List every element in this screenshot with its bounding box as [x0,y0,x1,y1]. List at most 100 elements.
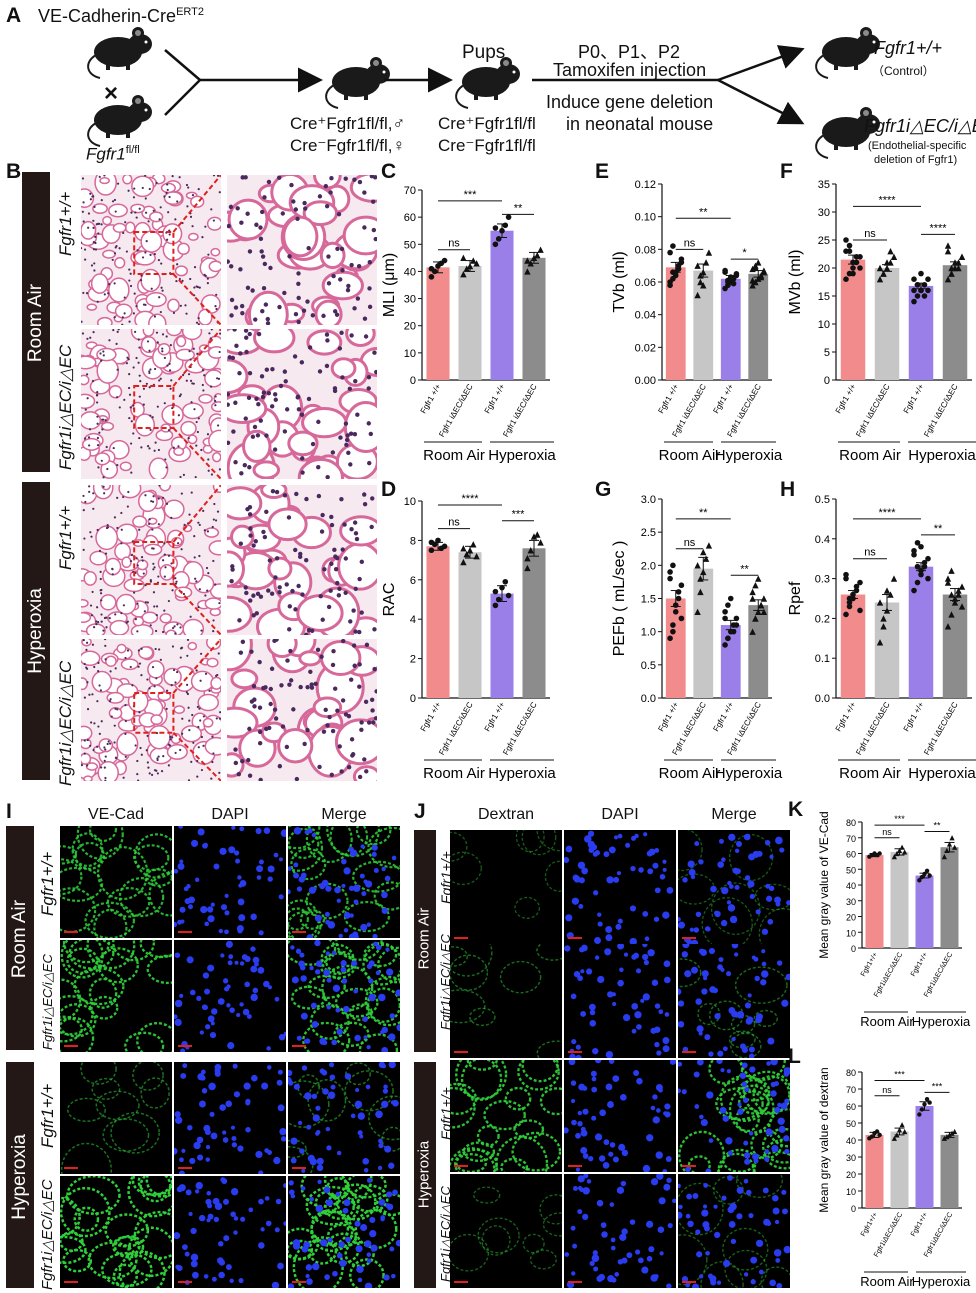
data-point [927,873,932,878]
data-point [944,1134,950,1140]
significance-label: **** [929,222,947,234]
fluorescence-image [60,940,172,1052]
panel-letter-g: G [595,478,612,501]
data-point [883,587,891,594]
category-label: Fgfr1 +/+ [419,700,443,733]
y-tick-label: 0.0 [815,693,830,705]
y-tick-label: 10 [818,319,830,331]
data-point [537,539,544,546]
data-point [722,608,728,615]
y-tick-label: 0.02 [635,342,656,354]
data-point [670,628,676,635]
data-point [700,269,707,276]
fluorescence-image [450,944,562,1058]
data-point [463,550,470,558]
data-point [694,291,701,299]
data-point [672,602,679,608]
mouse-line-2-text: Fgfr1 [86,144,126,164]
data-point [755,275,762,282]
data-point [876,599,884,606]
fluorescence-image [450,1174,562,1288]
panel-letter-d: D [381,478,397,501]
panel-letter-e: E [595,160,610,183]
bar [865,1134,884,1208]
injection-label: Tamoxifen injection [553,60,707,80]
pups-genotype-1: Cre⁺Fgfr1fl/fl [438,114,536,133]
data-point [694,262,701,269]
data-point [667,569,673,575]
data-point [921,559,928,566]
data-point [473,552,480,560]
data-point [749,595,756,602]
roomair-band-j-label: Room Air [415,907,433,970]
significance-label: *** [894,1070,905,1080]
category-label: Fgfr1 +/+ [834,700,858,733]
y-tick-label: 50 [846,1119,856,1129]
data-point [492,602,499,609]
y-tick-label: 0.10 [635,212,656,224]
data-point [894,850,900,857]
category-label: Fgfr1+/+ [860,1212,879,1238]
data-point [911,276,917,283]
data-point [760,595,768,602]
histology-image [226,328,378,480]
i-row-label-4: Fgfr1i△EC/i△EC [39,1179,56,1290]
data-point [667,635,673,642]
data-point [752,615,759,622]
group-label: Hyperoxia [488,765,556,782]
histology-image [80,328,222,480]
data-point [697,278,704,286]
data-point [883,259,891,266]
data-point [853,253,860,260]
data-point [948,591,955,598]
fluorescence-image [60,826,172,938]
bar [522,548,546,698]
i-row-label-1: Fgfr1+/+ [38,851,57,916]
fluorescence-image [288,1062,400,1174]
category-label: Fgfr1 +/+ [902,382,926,415]
data-point [883,607,891,614]
data-point [667,249,673,256]
y-tick-label: 0.06 [635,277,656,289]
data-point [850,270,856,277]
y-tick-label: 8 [410,535,416,547]
data-point [948,270,955,277]
data-point [749,628,756,635]
y-tick-label: 0.0 [641,693,656,705]
data-point [890,253,898,260]
y-tick-label: 0.4 [815,534,830,546]
data-point [527,547,534,554]
data-point [530,254,538,262]
fluorescence-image [678,830,790,944]
group-label: Hyperoxia [912,1014,971,1029]
data-point [911,547,917,554]
significance-label: **** [878,194,896,206]
data-point [921,282,928,288]
data-point [911,587,917,594]
data-point [670,243,676,249]
y-tick-label: 20 [404,321,416,333]
category-label: Fgfr1 iΔEC/iΔEC [437,700,475,756]
data-point [850,265,856,271]
data-point [948,611,955,618]
y-tick-label: 4 [410,614,416,626]
data-point [460,558,467,566]
y-tick-label: 0.12 [635,179,656,191]
data-point [914,293,921,299]
significance-label: ** [699,507,708,519]
y-axis-label: TVb (ml) [611,251,628,312]
data-point [697,575,704,582]
data-point [857,607,863,614]
data-point [524,554,531,562]
y-tick-label: 20 [846,913,856,923]
data-point [466,262,474,270]
y-tick-label: 40 [404,266,416,278]
y-tick-label: 30 [404,294,416,306]
data-point [524,268,531,275]
y-tick-label: 1.5 [641,594,656,606]
y-axis-label: MVb (ml) [787,250,804,315]
data-point [890,575,898,582]
bar [720,625,741,698]
fluorescence-image [564,830,676,944]
category-label: Fgfr1iΔEC/iΔEC [923,952,954,999]
